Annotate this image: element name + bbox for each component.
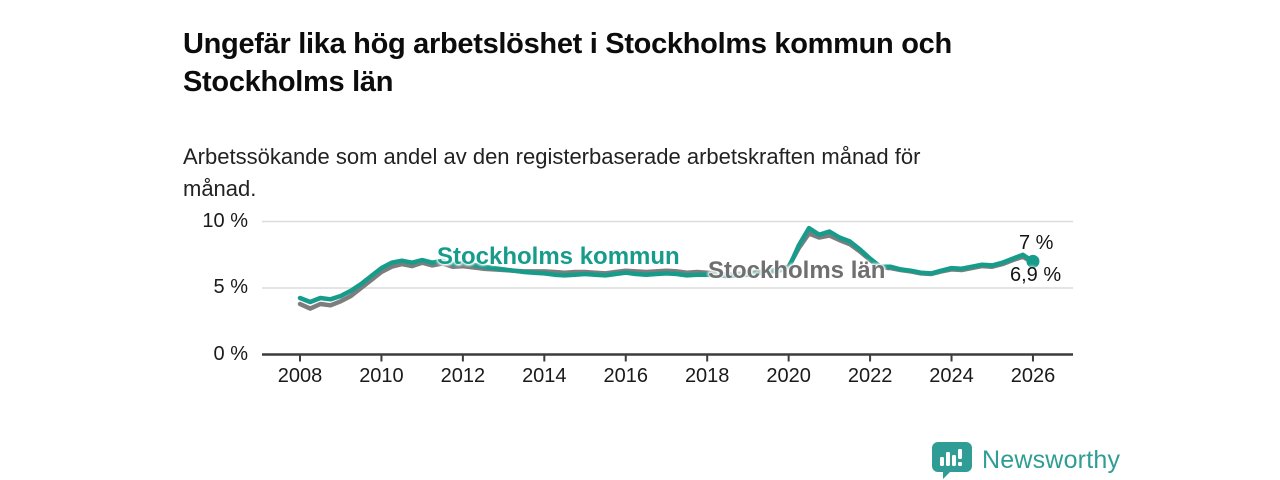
title-line-2: Stockholms län: [183, 66, 394, 99]
newsworthy-wordmark: Newsworthy: [982, 445, 1121, 474]
y-axis-tick-label-0: 0 %: [213, 342, 248, 365]
x-axis-tick-label-2016: 2016: [603, 365, 649, 387]
newsworthy-speech-bubble-chart-icon: [932, 442, 972, 479]
series-label-stockholms-lan: Stockholms län: [708, 257, 886, 284]
y-axis-tick-label-10: 10 %: [202, 209, 248, 232]
subtitle-line-2: månad.: [183, 176, 257, 201]
series-line-stockholms-kommun: [297, 225, 1036, 305]
end-value-label-kommun: 7 %: [1019, 232, 1054, 254]
x-axis-tick-label-2022: 2022: [847, 365, 893, 387]
x-axis-tick-label-2026: 2026: [1010, 365, 1056, 387]
subtitle-line-1: Arbetssökande som andel av den registerb…: [183, 144, 921, 169]
x-axis-tick-label-2008: 2008: [277, 365, 323, 387]
chart-subtitle: Arbetssökande som andel av den registerb…: [183, 141, 1063, 205]
page-title: Ungefär lika hög arbetslöshet i Stockhol…: [183, 25, 1123, 101]
y-axis-tick-label-5: 5 %: [213, 276, 248, 298]
x-axis-tick-label-2012: 2012: [440, 365, 486, 387]
series-end-dot: [1026, 254, 1040, 268]
x-axis-tick-label-2020: 2020: [766, 365, 811, 387]
newsworthy-logo[interactable]: Newsworthy: [931, 441, 1120, 479]
x-axis-tick-label-2014: 2014: [522, 365, 567, 387]
x-axis-tick-label-2024: 2024: [929, 365, 974, 387]
x-axis-tick-label-2010: 2010: [359, 365, 404, 387]
x-axis-tick-label-2018: 2018: [684, 365, 730, 387]
end-value-label-lan: 6,9 %: [1010, 264, 1062, 286]
title-line-1: Ungefär lika hög arbetslöshet i Stockhol…: [183, 28, 952, 61]
series-label-stockholms-kommun: Stockholms kommun: [437, 243, 680, 270]
